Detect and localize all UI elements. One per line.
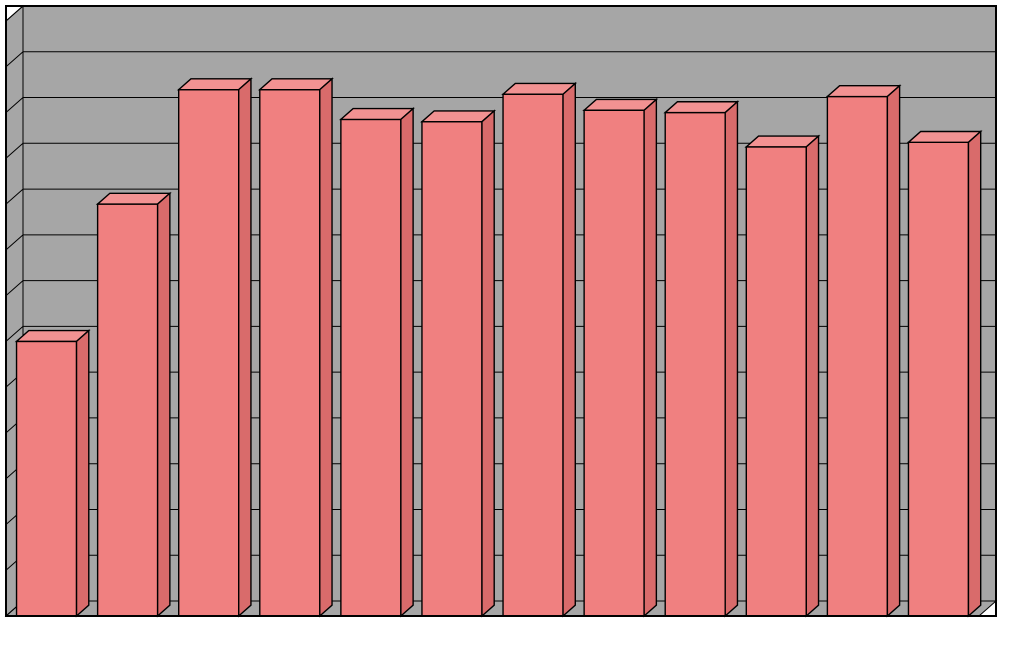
bar xyxy=(665,113,725,616)
bar-chart-3d xyxy=(0,0,1024,647)
bar xyxy=(341,119,401,616)
bar xyxy=(503,94,563,616)
bar xyxy=(422,122,482,616)
bar xyxy=(98,204,158,616)
bar xyxy=(260,90,320,616)
bar xyxy=(179,90,239,616)
bar xyxy=(17,341,77,616)
bar xyxy=(908,142,968,616)
bar xyxy=(827,97,887,616)
bar xyxy=(746,147,806,616)
bar xyxy=(584,110,644,616)
